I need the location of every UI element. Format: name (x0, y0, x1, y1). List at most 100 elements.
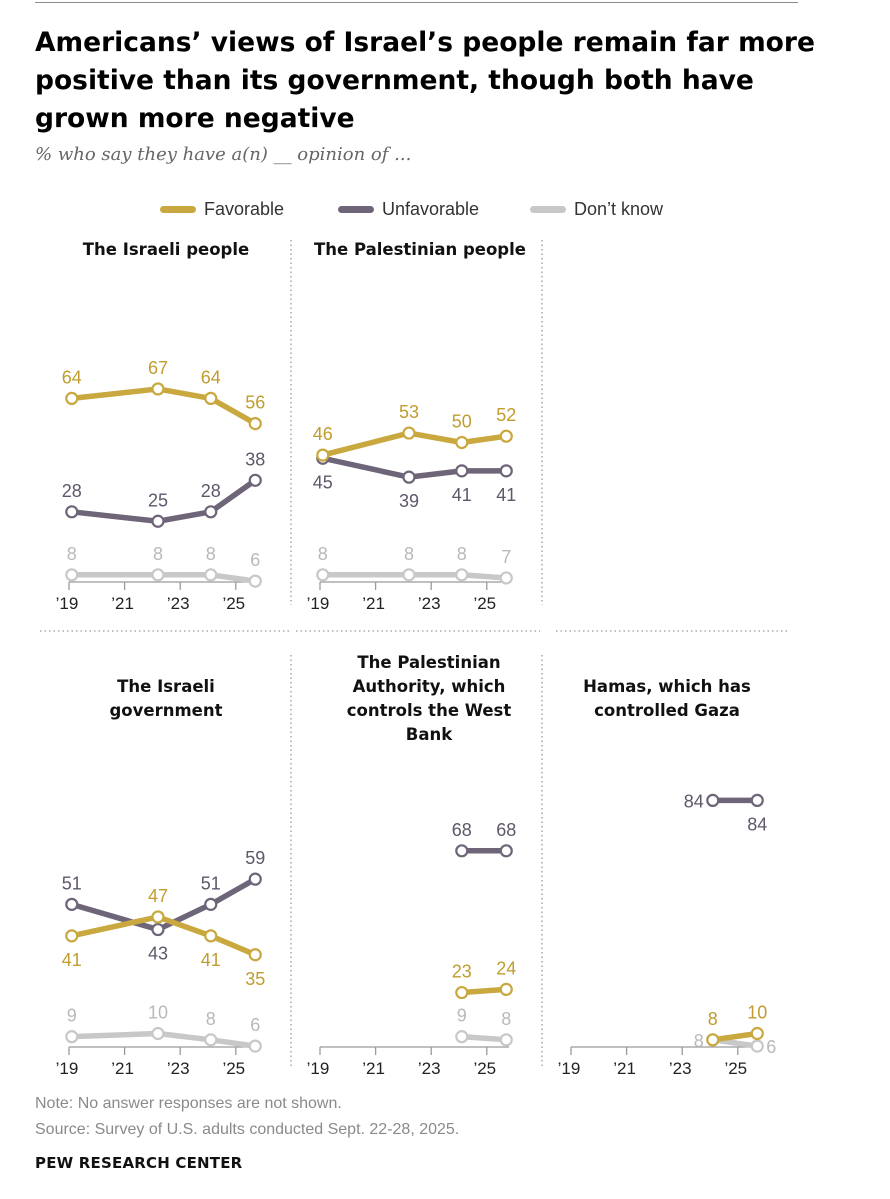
source-note: Source: Survey of U.S. adults conducted … (35, 1121, 460, 1138)
data-label-unfavorable: 39 (399, 491, 419, 511)
x-tick-label: ’21 (111, 594, 134, 613)
data-label-unfavorable: 28 (62, 481, 82, 501)
data-label-favorable: 8 (708, 1009, 718, 1029)
legend-label-unfavorable: Unfavorable (382, 198, 480, 219)
data-point-favorable (204, 929, 218, 943)
series-line-favorable (459, 986, 510, 996)
series-line-unfavorable (69, 477, 259, 524)
data-label-favorable: 56 (245, 393, 265, 413)
panel-title-line: Bank (406, 725, 453, 744)
data-point-favorable (65, 391, 79, 405)
data-label-unfavorable: 41 (496, 485, 516, 505)
panel-title-line: The Israeli people (83, 240, 249, 259)
panel-title: Hamas, which has controlled Gaza (583, 677, 751, 720)
panel-title-line: Authority, which (353, 677, 506, 696)
x-tick-label: ’19 (307, 594, 330, 613)
x-tick-label: ’23 (167, 1059, 190, 1078)
data-label-unfavorable: 28 (201, 481, 221, 501)
data-point-unfavorable (151, 922, 165, 937)
legend-swatch-dont-know (530, 205, 566, 213)
data-point-dont-know (151, 1026, 165, 1041)
data-label-unfavorable: 68 (496, 820, 516, 840)
legend-item-favorable: Favorable (160, 196, 284, 222)
data-point-favorable (65, 929, 79, 943)
data-point-favorable (499, 429, 513, 443)
data-point-dont-know (455, 568, 469, 582)
data-label-dont-know: 9 (67, 1006, 77, 1026)
data-point-unfavorable (248, 872, 262, 886)
data-label-dont-know: 8 (694, 1031, 704, 1051)
x-tick-label: ’19 (558, 1059, 581, 1078)
data-point-unfavorable (706, 793, 720, 808)
panel-title-line: Hamas, which has (583, 677, 751, 696)
legend-label-favorable: Favorable (204, 198, 285, 219)
data-point-unfavorable (151, 514, 165, 528)
data-label-dont-know: 6 (766, 1037, 776, 1057)
panel-title-line: controls the West (347, 701, 512, 720)
data-label-favorable: 50 (452, 412, 472, 432)
legend-label-dont-know: Don’t know (574, 198, 664, 219)
legend-swatch-favorable (160, 205, 196, 213)
data-label-unfavorable: 25 (148, 490, 168, 510)
x-tick-label: ’23 (418, 1059, 441, 1078)
data-label-dont-know: 8 (457, 544, 467, 564)
data-label-dont-know: 8 (318, 544, 328, 564)
data-point-unfavorable (402, 470, 416, 484)
x-tick-label: ’25 (473, 594, 496, 613)
data-point-unfavorable (248, 473, 262, 487)
panel-title: The Israeli government (110, 677, 223, 720)
data-label-unfavorable: 84 (684, 791, 704, 811)
data-point-dont-know (248, 1039, 262, 1053)
chart-panel: The Israeli government ’19 ’21 ’23 ’25 9 10 8 6 51… (56, 677, 266, 1078)
data-label-unfavorable: 51 (62, 873, 82, 893)
data-label-dont-know: 8 (67, 544, 77, 564)
x-tick-label: ’19 (56, 1059, 79, 1078)
data-label-dont-know: 6 (250, 1015, 260, 1035)
series-line-dont-know (459, 1033, 510, 1043)
series-line-dont-know (69, 1030, 259, 1049)
data-point-unfavorable (455, 464, 469, 478)
data-point-unfavorable (499, 844, 513, 858)
data-point-unfavorable (499, 464, 513, 478)
data-point-favorable (151, 910, 165, 924)
data-label-dont-know: 9 (457, 1006, 467, 1026)
panel-title-line: The Palestinian (357, 653, 500, 672)
top-rule (35, 2, 798, 3)
data-point-favorable (455, 435, 469, 450)
data-point-favorable (204, 391, 218, 405)
chart-panel: The Palestinian people ’19 ’21 ’23 ’25 8 8 8 7 45… (307, 240, 526, 613)
x-tick-label: ’19 (307, 1059, 330, 1078)
data-point-favorable (248, 417, 262, 431)
series-line-favorable (69, 386, 259, 427)
x-tick-label: ’21 (362, 1059, 385, 1078)
panel-title: The Palestinian Authority, which controls … (347, 653, 512, 744)
data-label-favorable: 41 (201, 950, 221, 970)
panel-title-line: The Israeli (117, 677, 215, 696)
data-point-dont-know (204, 1033, 218, 1047)
data-label-favorable: 35 (245, 969, 265, 989)
data-label-favorable: 52 (496, 405, 516, 425)
data-label-unfavorable: 68 (452, 820, 472, 840)
data-label-favorable: 64 (62, 367, 82, 387)
x-tick-label: ’23 (167, 594, 190, 613)
x-tick-label: ’21 (613, 1059, 636, 1078)
data-point-unfavorable (750, 793, 764, 808)
x-tick-label: ’25 (222, 1059, 245, 1078)
data-point-favorable (455, 985, 469, 1000)
footnote: Note: No answer responses are not shown. (35, 1095, 342, 1112)
data-point-favorable (499, 982, 513, 997)
data-label-unfavorable: 59 (245, 848, 265, 868)
brand-logo: PEW RESEARCH CENTER (35, 1154, 243, 1172)
chart-panel: The Israeli people ’19 ’21 ’23 ’25 8 8 8 6 28 25 28… (56, 240, 266, 613)
data-point-dont-know (750, 1039, 764, 1053)
data-label-favorable: 23 (452, 962, 472, 982)
data-point-unfavorable (204, 897, 218, 911)
x-tick-label: ’21 (362, 594, 385, 613)
data-label-dont-know: 8 (206, 544, 216, 564)
data-label-unfavorable: 84 (747, 814, 767, 834)
data-label-dont-know: 8 (206, 1009, 216, 1029)
data-label-favorable: 10 (747, 1003, 767, 1023)
data-point-favorable (316, 448, 330, 462)
x-tick-label: ’25 (222, 594, 245, 613)
data-point-dont-know (455, 1030, 469, 1044)
